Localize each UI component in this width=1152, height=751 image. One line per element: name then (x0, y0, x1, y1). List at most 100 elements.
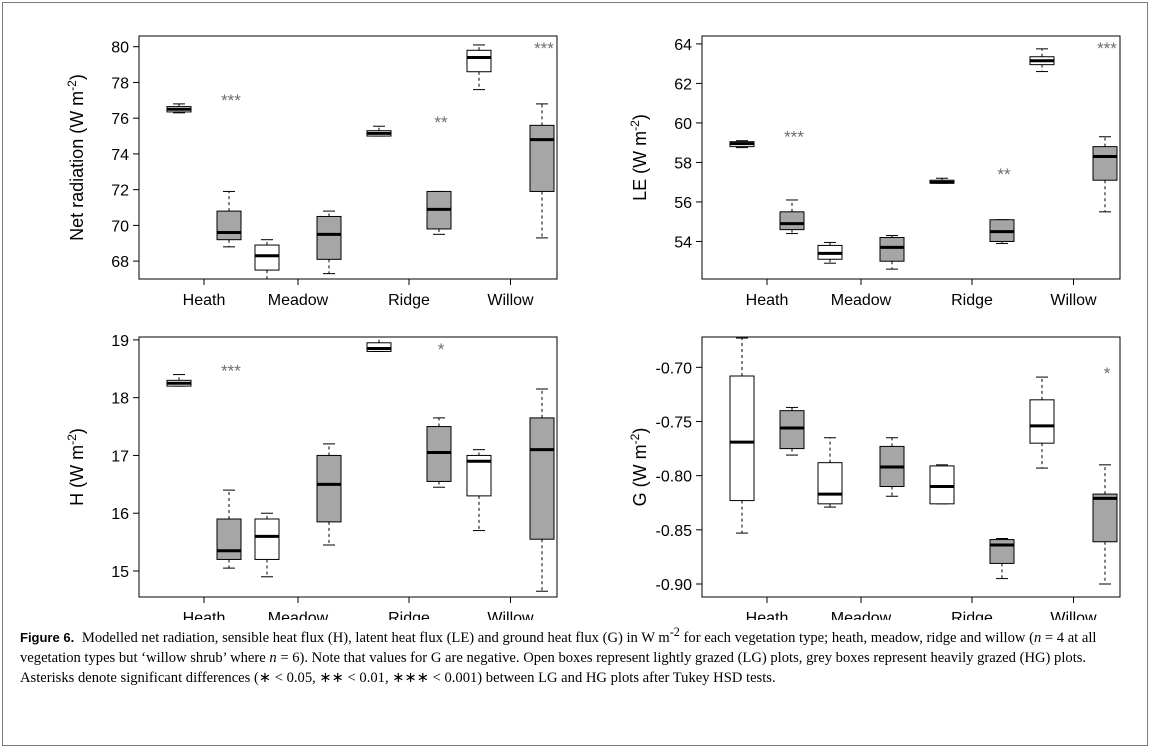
y-tick-label: 18 (111, 391, 129, 408)
box-hg-heath (779, 199, 805, 235)
significance-marker: * (438, 340, 445, 359)
x-tick-label: Meadow (268, 292, 329, 309)
y-tick-label: 15 (111, 564, 129, 581)
figure-caption: Figure 6. Modelled net radiation, sensib… (20, 622, 1135, 688)
box-iqr (779, 211, 805, 231)
y-tick-label: 78 (111, 75, 129, 92)
box-hg-willow (529, 388, 555, 592)
box-iqr (817, 462, 843, 505)
y-tick-label: 54 (674, 234, 692, 251)
box-lg-meadow (817, 241, 843, 264)
x-tick-label: Willow (487, 292, 534, 309)
y-tick-label: 58 (674, 155, 692, 172)
y-tick-label: 56 (674, 195, 692, 212)
chart-panel-3: 15 16 17 18 19 Heath Meadow Ridge Willow H (W m-2… (65, 333, 558, 620)
significance-marker: ** (434, 113, 448, 132)
significance-marker: *** (534, 39, 554, 58)
y-axis-label: Net radiation (W m-2) (65, 74, 87, 241)
box-lg-willow (466, 44, 492, 91)
box-iqr (466, 49, 492, 73)
y-tick-label: 68 (111, 254, 129, 271)
box-hg-heath (216, 190, 242, 248)
x-tick-label: Ridge (951, 610, 993, 620)
box-iqr (216, 210, 242, 241)
box-iqr (316, 454, 342, 523)
x-tick-label: Heath (746, 610, 789, 620)
x-tick-label: Heath (183, 292, 226, 309)
box-hg-meadow (316, 210, 342, 275)
box-iqr (989, 539, 1015, 564)
box-hg-meadow (879, 235, 905, 270)
box-hg-meadow (879, 437, 905, 497)
x-tick-label: Heath (746, 292, 789, 309)
plot-frame (701, 35, 1121, 280)
y-tick-label: 60 (674, 116, 692, 133)
y-tick-label: -0.70 (656, 360, 693, 377)
box-lg-meadow (817, 437, 843, 508)
caption-text: Modelled net radiation, sensible heat fl… (20, 625, 1097, 686)
box-lg-willow (466, 449, 492, 532)
box-hg-heath (216, 489, 242, 569)
significance-marker: * (1104, 364, 1111, 383)
chart-panel-4: -0.90 -0.85 -0.80 -0.75 -0.70 Heath Meadow Ridg… (628, 336, 1121, 620)
box-iqr (779, 410, 805, 450)
y-tick-label: 62 (674, 76, 692, 93)
significance-marker: *** (1097, 39, 1117, 58)
box-lg-heath (729, 140, 755, 149)
box-iqr (316, 215, 342, 260)
plot-frame (138, 35, 558, 280)
box-lg-ridge (929, 177, 955, 184)
box-lg-willow (1029, 48, 1055, 73)
x-tick-label: Ridge (388, 292, 430, 309)
box-lg-willow (1029, 376, 1055, 469)
y-axis-label: G (W m-2) (628, 428, 650, 507)
chart-panel-2: 54 56 58 60 62 64 Heath Meadow Ridge Willow LE (W … (628, 35, 1121, 309)
box-iqr (216, 518, 242, 560)
box-hg-ridge (989, 219, 1015, 244)
plot-frame (701, 336, 1121, 598)
y-tick-label: 80 (111, 40, 129, 57)
box-hg-heath (779, 406, 805, 456)
y-tick-label: 19 (111, 333, 129, 350)
y-tick-label: 74 (111, 147, 129, 164)
x-tick-label: Heath (183, 610, 226, 620)
y-tick-label: 76 (111, 111, 129, 128)
x-tick-label: Ridge (951, 292, 993, 309)
y-tick-label: -0.75 (656, 415, 693, 432)
box-lg-heath (729, 337, 755, 534)
x-tick-label: Willow (487, 610, 534, 620)
significance-marker: *** (221, 91, 241, 110)
y-axis-label: H (W m-2) (65, 428, 87, 506)
box-iqr (1092, 146, 1118, 181)
y-tick-label: 16 (111, 506, 129, 523)
plot-frame (138, 336, 558, 598)
significance-marker: *** (221, 362, 241, 381)
x-tick-label: Meadow (268, 610, 329, 620)
significance-marker: *** (784, 128, 804, 147)
box-lg-heath (166, 374, 192, 387)
caption-label: Figure 6. (20, 629, 75, 645)
box-hg-meadow (316, 443, 342, 546)
y-tick-label: 17 (111, 448, 129, 465)
box-hg-willow (1092, 136, 1118, 213)
box-iqr (1029, 399, 1055, 444)
significance-marker: ** (997, 165, 1011, 184)
box-hg-ridge (989, 538, 1015, 580)
y-tick-label: -0.85 (656, 523, 693, 540)
x-tick-label: Willow (1050, 610, 1097, 620)
box-iqr (1092, 493, 1118, 543)
box-hg-willow (1092, 464, 1118, 585)
box-hg-ridge (426, 417, 452, 488)
box-hg-ridge (426, 190, 452, 235)
box-lg-heath (166, 103, 192, 114)
box-iqr (254, 518, 280, 560)
box-hg-willow (529, 103, 555, 239)
y-axis-label: LE (W m-2) (628, 114, 650, 201)
y-tick-label: 72 (111, 183, 129, 200)
box-lg-ridge (929, 464, 955, 505)
y-tick-label: 70 (111, 218, 129, 235)
box-lg-meadow (254, 512, 280, 578)
box-iqr (529, 124, 555, 192)
x-tick-label: Meadow (831, 610, 892, 620)
